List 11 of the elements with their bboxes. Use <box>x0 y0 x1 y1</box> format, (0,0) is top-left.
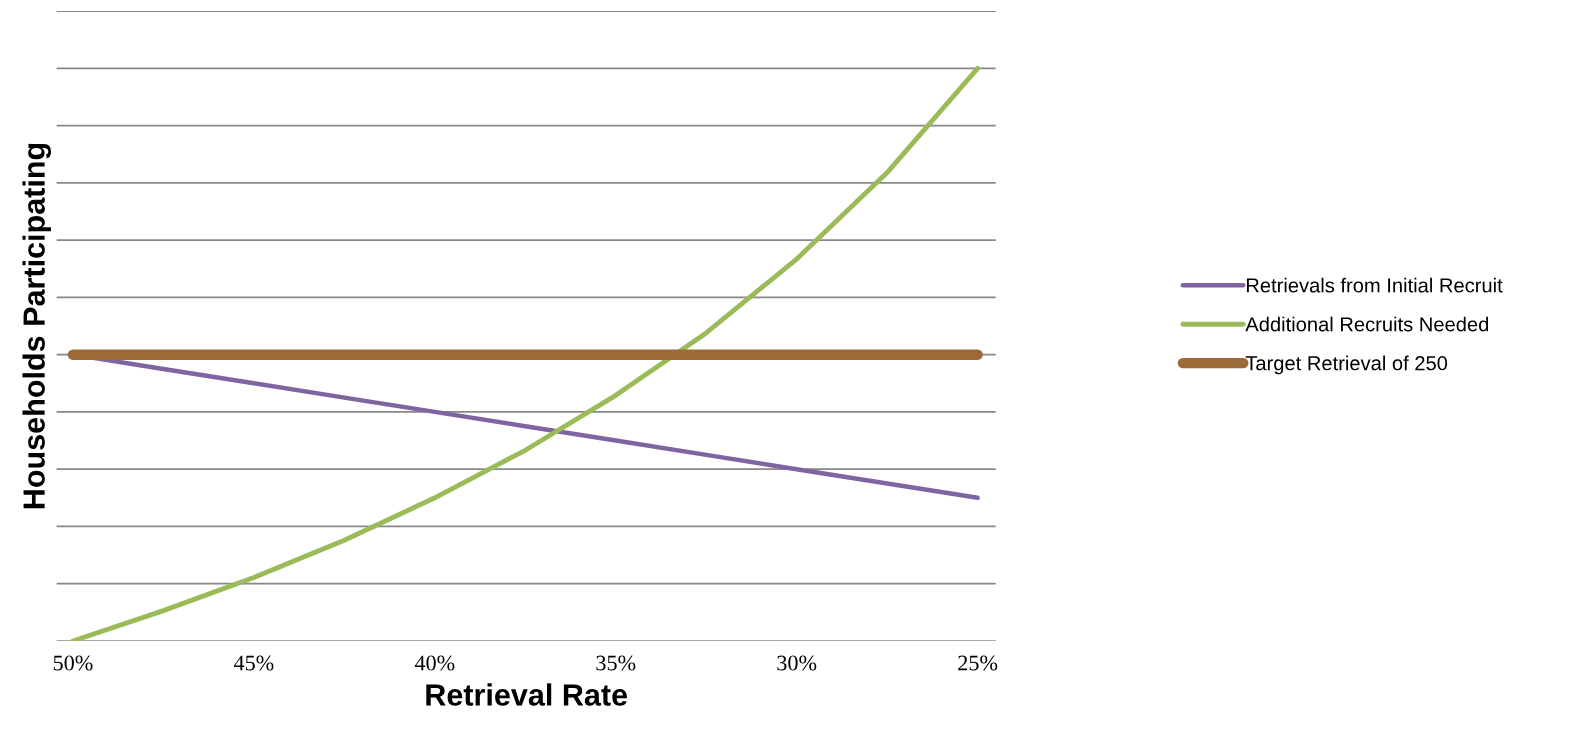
x-tick-label: 30% <box>777 655 817 671</box>
x-axis-title: Retrieval Rate <box>426 683 628 706</box>
x-tick-label: 45% <box>233 655 274 671</box>
x-tick-label: 50% <box>53 655 93 671</box>
x-tick-label: 35% <box>596 655 636 671</box>
x-tick-label: 40% <box>414 655 455 671</box>
y-axis-title: Households Participating <box>22 143 52 509</box>
x-tick-label: 25% <box>958 655 998 671</box>
legend-label: Target Retrieval of 250 <box>1245 355 1448 375</box>
legend-label: Additional Recruits Needed <box>1245 316 1489 332</box>
legend-label: Retrievals from Initial Recruit <box>1246 277 1503 293</box>
